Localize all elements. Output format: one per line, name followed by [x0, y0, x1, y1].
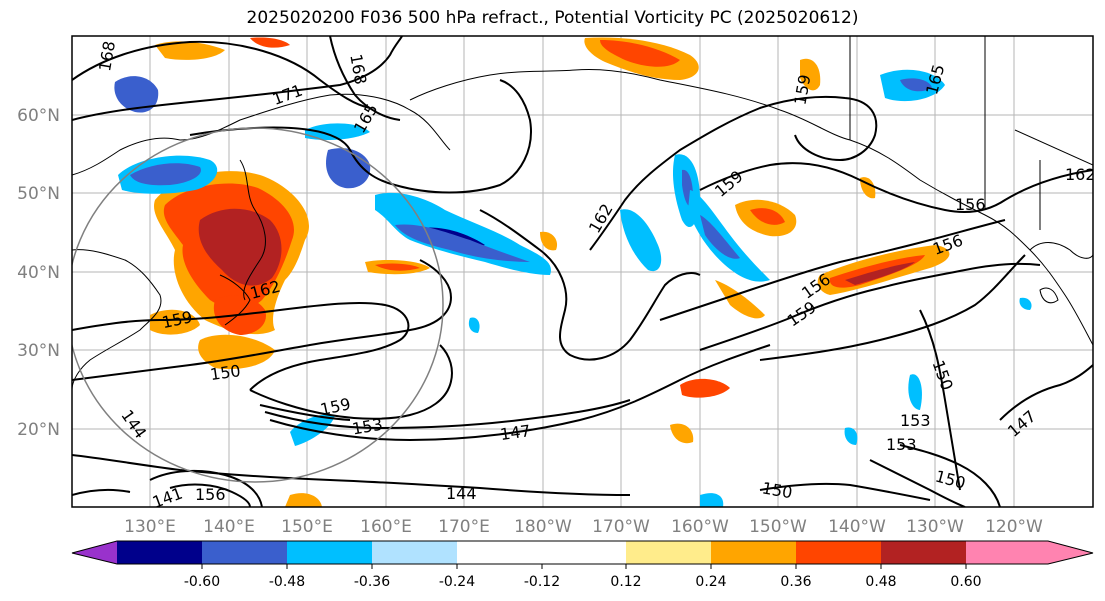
- map-title: 2025020200 F036 500 hPa refract., Potent…: [246, 8, 859, 28]
- lon-label: 170°E: [438, 517, 490, 537]
- colorbar-tick-label: -0.48: [269, 574, 305, 590]
- contour-label: 144: [446, 484, 477, 503]
- refractivity-contours: [72, 36, 1093, 507]
- colorbar-segment: [881, 541, 966, 564]
- colorbar-segment: [457, 541, 542, 564]
- colorbar-segment: [372, 541, 457, 564]
- colorbar-segment: [287, 541, 372, 564]
- contour-label: 153: [886, 435, 917, 454]
- colorbar-segment: [966, 541, 1048, 564]
- colorbar-tick-label: -0.36: [354, 574, 390, 590]
- lat-label: 30°N: [17, 341, 60, 361]
- lon-label: 160°W: [671, 517, 729, 537]
- colorbar-extend-low: [72, 541, 117, 564]
- lon-label: 120°W: [985, 517, 1043, 537]
- colorbar-segment: [117, 541, 202, 564]
- colorbar-tick-label: -0.12: [524, 574, 560, 590]
- region-circle: [72, 127, 444, 483]
- colorbar: -0.60 -0.48 -0.36 -0.24 -0.12 0.12 0.24 …: [71, 540, 1094, 590]
- colorbar-outline: [71, 540, 1094, 565]
- latitude-labels: 60°N 50°N 40°N 30°N 20°N: [17, 106, 60, 440]
- contour-label: 156: [955, 195, 986, 214]
- negative-anomaly-west: [114, 76, 371, 194]
- lon-label: 140°E: [203, 517, 255, 537]
- colorbar-segment: [796, 541, 881, 564]
- longitude-labels: 130°E 140°E 150°E 160°E 170°E 180°W 170°…: [124, 517, 1043, 537]
- colorbar-segment: [711, 541, 796, 564]
- colorbar-segment: [626, 541, 711, 564]
- coastlines: [72, 36, 1093, 391]
- colorbar-tick-label: 0.36: [780, 574, 811, 590]
- contour-label: 162: [1065, 165, 1096, 184]
- colorbar-tick-label: 0.24: [695, 574, 726, 590]
- contour-label: 156: [195, 485, 226, 504]
- lat-label: 50°N: [17, 184, 60, 204]
- positive-anomalies-east: [155, 37, 950, 507]
- lon-label: 150°E: [281, 517, 333, 537]
- positive-anomaly-japan: [150, 171, 309, 370]
- lon-label: 170°W: [592, 517, 650, 537]
- colorbar-extend-high: [1048, 541, 1093, 564]
- negative-streaks-central: [620, 69, 945, 410]
- lat-label: 20°N: [17, 420, 60, 440]
- lat-label: 40°N: [17, 263, 60, 283]
- contour-label: 147: [499, 421, 532, 444]
- colorbar-segment: [542, 541, 626, 564]
- colorbar-tick-label: -0.60: [184, 574, 220, 590]
- colorbar-segment: [202, 541, 287, 564]
- lon-label: 130°E: [124, 517, 176, 537]
- colorbar-tick-label: 0.12: [610, 574, 641, 590]
- colorbar-tick-label: 0.48: [865, 574, 896, 590]
- lon-label: 180°W: [514, 517, 572, 537]
- map-frame: [71, 35, 1094, 508]
- lon-label: 140°W: [828, 517, 886, 537]
- lon-label: 150°W: [749, 517, 807, 537]
- contour-label: 150: [209, 361, 242, 384]
- lon-label: 130°W: [906, 517, 964, 537]
- contour-label: 153: [900, 411, 931, 430]
- colorbar-tick-label: 0.60: [950, 574, 981, 590]
- negative-band-pacific: [375, 192, 551, 275]
- lon-label: 160°E: [360, 517, 412, 537]
- colorbar-tick-label: -0.24: [439, 574, 475, 590]
- lat-label: 60°N: [17, 106, 60, 126]
